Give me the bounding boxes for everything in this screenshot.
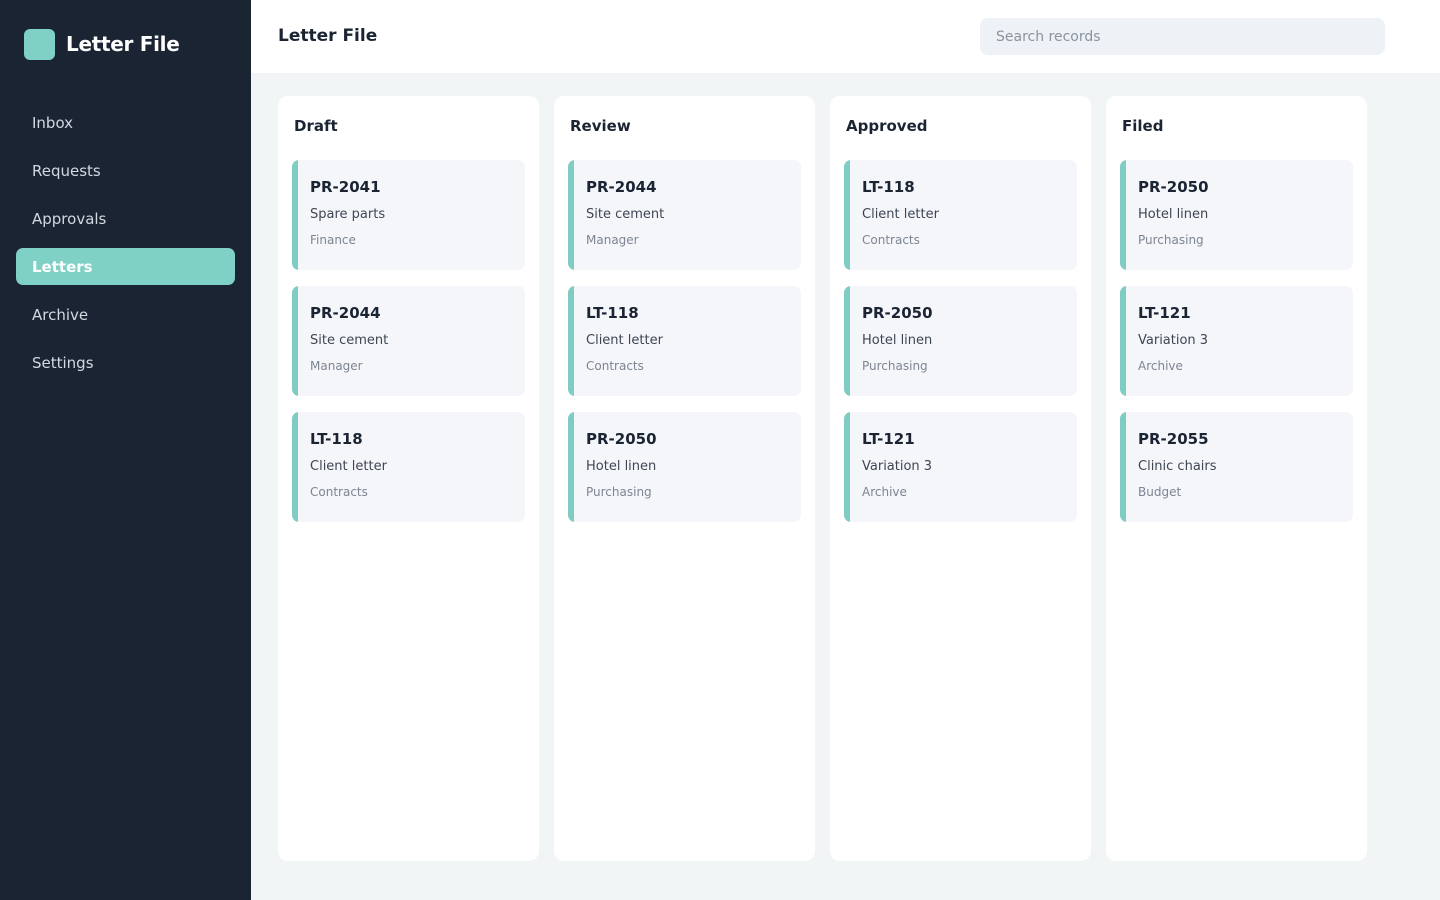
sidebar-item-requests[interactable]: Requests [32,161,101,180]
record-card[interactable]: LT-118 Client letter Contracts [568,286,801,396]
kanban-board: Draft PR-2041 Spare parts Finance PR-2044 Sit… [278,96,1382,861]
record-department: Contracts [862,233,920,247]
record-id: LT-118 [862,178,915,196]
record-department: Manager [310,359,363,373]
sidebar-item-approvals[interactable]: Approvals [32,209,107,228]
record-id: LT-118 [586,304,639,322]
column-title: Draft [294,117,338,135]
record-id: PR-2050 [862,304,933,322]
record-id: PR-2055 [1138,430,1209,448]
record-department: Contracts [586,359,644,373]
brand-name: Letter File [66,32,180,56]
record-department: Purchasing [1138,233,1204,247]
record-card[interactable]: PR-2044 Site cement Manager [568,160,801,270]
record-department: Contracts [310,485,368,499]
sidebar-nav: Inbox Requests Approvals Letters Archive… [16,104,235,392]
record-name: Variation 3 [862,459,933,474]
record-card[interactable]: PR-2055 Clinic chairs Budget [1120,412,1353,522]
page-title: Letter File [278,26,378,46]
record-name: Variation 3 [1138,333,1209,348]
record-id: PR-2050 [1138,178,1209,196]
sidebar: Letter File Inbox Requests Approvals Let… [0,0,251,900]
record-name: Hotel linen [586,459,657,474]
record-card[interactable]: LT-121 Variation 3 Archive [1120,286,1353,396]
record-department: Purchasing [862,359,928,373]
card-accent-bar [292,286,298,396]
record-name: Client letter [862,207,939,222]
record-department: Archive [862,485,907,499]
record-name: Clinic chairs [1138,459,1217,474]
sidebar-item-letters[interactable]: Letters [16,248,235,285]
column-title: Filed [1122,117,1164,135]
card-accent-bar [1120,160,1126,270]
record-id: PR-2044 [586,178,657,196]
column-filed: Filed PR-2050 Hotel linen Purchasing LT-121 V… [1106,96,1367,861]
record-id: LT-121 [1138,304,1191,322]
record-name: Client letter [586,333,663,348]
record-name: Hotel linen [1138,207,1209,222]
sidebar-item-settings[interactable]: Settings [32,353,94,372]
record-department: Finance [310,233,356,247]
brand[interactable]: Letter File [24,28,180,60]
search-input[interactable] [980,18,1385,55]
card-accent-bar [568,160,574,270]
record-id: LT-121 [862,430,915,448]
card-list: PR-2050 Hotel linen Purchasing LT-121 Variat… [1120,160,1353,538]
card-list: PR-2041 Spare parts Finance PR-2044 Site cem… [292,160,525,538]
card-accent-bar [844,286,850,396]
sidebar-item-inbox[interactable]: Inbox [32,113,74,132]
top-header: Letter File [251,0,1440,73]
record-name: Site cement [586,207,665,222]
card-accent-bar [1120,286,1126,396]
column-draft: Draft PR-2041 Spare parts Finance PR-2044 Sit… [278,96,539,861]
card-accent-bar [568,286,574,396]
record-card[interactable]: LT-121 Variation 3 Archive [844,412,1077,522]
record-card[interactable]: LT-118 Client letter Contracts [844,160,1077,270]
record-card[interactable]: PR-2044 Site cement Manager [292,286,525,396]
column-review: Review PR-2044 Site cement Manager LT-118 Cli… [554,96,815,861]
record-id: PR-2044 [310,304,381,322]
card-accent-bar [1120,412,1126,522]
record-department: Archive [1138,359,1183,373]
card-list: LT-118 Client letter Contracts PR-2050 Hotel… [844,160,1077,538]
record-card[interactable]: PR-2041 Spare parts Finance [292,160,525,270]
record-id: PR-2050 [586,430,657,448]
record-id: PR-2041 [310,178,381,196]
column-approved: Approved LT-118 Client letter Contracts PR-2… [830,96,1091,861]
record-name: Client letter [310,459,387,474]
record-department: Purchasing [586,485,652,499]
sidebar-item-archive[interactable]: Archive [32,305,89,324]
card-accent-bar [292,412,298,522]
card-accent-bar [844,412,850,522]
column-title: Review [570,117,631,135]
card-accent-bar [844,160,850,270]
record-name: Site cement [310,333,389,348]
record-card[interactable]: PR-2050 Hotel linen Purchasing [844,286,1077,396]
record-card[interactable]: PR-2050 Hotel linen Purchasing [1120,160,1353,270]
record-name: Spare parts [310,207,386,222]
card-accent-bar [568,412,574,522]
card-accent-bar [292,160,298,270]
record-card[interactable]: LT-118 Client letter Contracts [292,412,525,522]
card-list: PR-2044 Site cement Manager LT-118 Client le… [568,160,801,538]
record-name: Hotel linen [862,333,933,348]
record-id: LT-118 [310,430,363,448]
column-title: Approved [846,117,928,135]
brand-logo-icon [24,28,55,60]
record-card[interactable]: PR-2050 Hotel linen Purchasing [568,412,801,522]
record-department: Budget [1138,485,1182,499]
record-department: Manager [586,233,639,247]
